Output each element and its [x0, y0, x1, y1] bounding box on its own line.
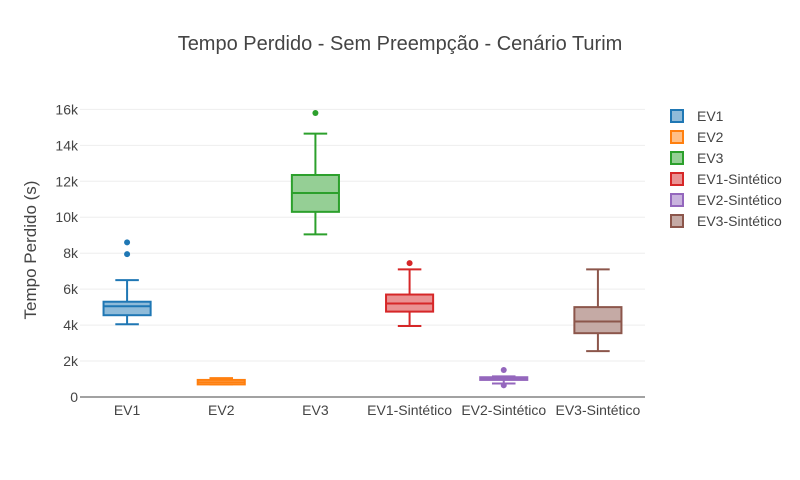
x-tick-label: EV1-Sintético — [367, 402, 452, 418]
legend-label: EV1-Sintético — [697, 171, 782, 187]
legend-swatch — [670, 193, 684, 207]
outlier-point — [406, 260, 413, 267]
y-tick-label: 2k — [63, 353, 79, 369]
legend-label: EV2 — [697, 129, 724, 145]
y-tick-label: 12k — [55, 173, 79, 189]
x-tick-label: EV2-Sintético — [461, 402, 546, 418]
y-tick-label: 4k — [63, 317, 79, 333]
legend-item-ev2[interactable]: EV2 — [670, 129, 724, 145]
outlier-point — [124, 251, 131, 258]
legend-item-ev1[interactable]: EV1 — [670, 108, 724, 124]
chart-title: Tempo Perdido - Sem Preempção - Cenário … — [178, 33, 623, 55]
legend-item-ev3-sintético[interactable]: EV3-Sintético — [670, 213, 782, 229]
box-iqr — [573, 306, 623, 335]
gridlines — [80, 108, 645, 362]
y-tick-label: 0 — [70, 389, 78, 405]
box-ev1 — [102, 239, 152, 326]
x-tick-label: EV2 — [208, 402, 235, 418]
box-iqr — [102, 300, 152, 317]
x-tick-label: EV1 — [114, 402, 141, 418]
legend-swatch — [670, 151, 684, 165]
legend-label: EV2-Sintético — [697, 192, 782, 208]
outlier-point — [312, 109, 319, 116]
y-tick-label: 8k — [63, 245, 79, 261]
y-tick-label: 14k — [55, 137, 79, 153]
x-tick-label: EV3 — [302, 402, 329, 418]
legend-swatch — [670, 109, 684, 123]
box-ev3 — [290, 109, 340, 236]
outlier-point — [500, 382, 507, 389]
legend-label: EV1 — [697, 108, 724, 124]
box-ev2 — [196, 377, 246, 386]
legend-label: EV3 — [697, 150, 724, 166]
legend-item-ev3[interactable]: EV3 — [670, 150, 724, 166]
outlier-point — [500, 367, 507, 374]
y-axis-ticks: 0 2k 4k 6k 8k 10k 12k 14k 16k — [55, 101, 79, 405]
x-tick-label: EV3-Sintético — [556, 402, 641, 418]
y-tick-label: 16k — [55, 101, 79, 117]
box-ev2-sintético — [479, 367, 529, 389]
y-tick-label: 6k — [63, 281, 79, 297]
box-ev1-sintético — [385, 260, 435, 327]
legend-swatch — [670, 214, 684, 228]
x-axis-ticks: EV1 EV2 EV3 EV1-Sintético EV2-Sintético EV3-S… — [114, 402, 641, 418]
box-ev3-sintético — [573, 268, 623, 353]
legend[interactable]: EV1 EV2 EV3 EV1-Sintético EV2-Sintético EV3-S… — [670, 108, 782, 229]
legend-item-ev1-sintético[interactable]: EV1-Sintético — [670, 171, 782, 187]
y-axis-title: Tempo Perdido (s) — [21, 181, 40, 320]
box-series — [102, 109, 623, 389]
outlier-point — [124, 239, 131, 246]
legend-swatch — [670, 130, 684, 144]
legend-item-ev2-sintético[interactable]: EV2-Sintético — [670, 192, 782, 208]
y-tick-label: 10k — [55, 209, 79, 225]
legend-swatch — [670, 172, 684, 186]
legend-label: EV3-Sintético — [697, 213, 782, 229]
